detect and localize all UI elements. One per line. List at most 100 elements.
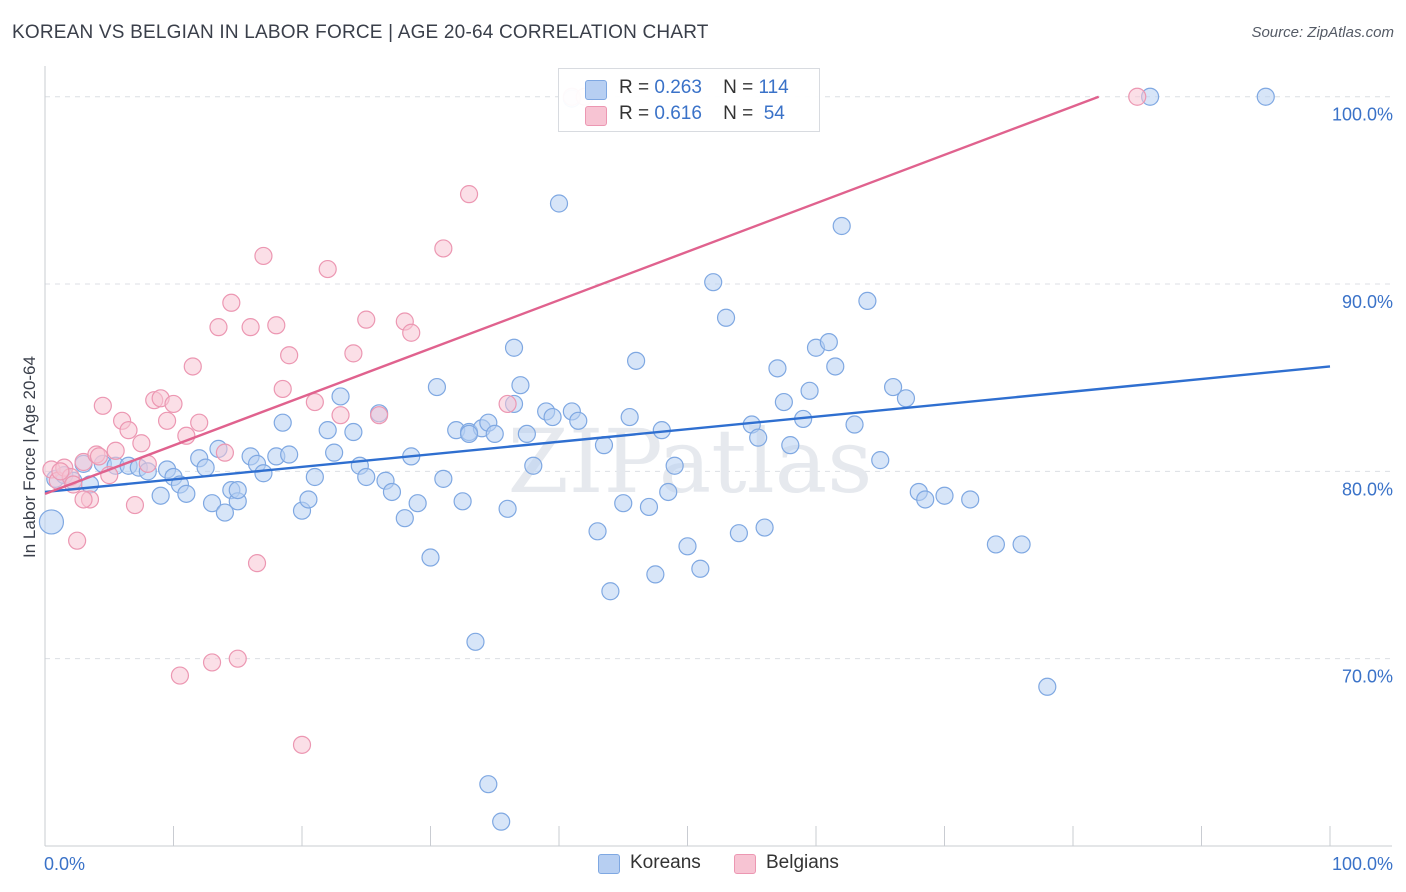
- belgian-point: [434, 239, 453, 258]
- belgian-trend-line: [44, 95, 1100, 495]
- belgian-point: [222, 293, 241, 312]
- korean-point: [325, 443, 344, 462]
- koreans-legend-swatch: [598, 854, 620, 874]
- belgian-point: [228, 649, 247, 668]
- korean-point: [331, 387, 350, 406]
- legend-n-label: N =: [723, 77, 754, 98]
- belgian-point: [74, 490, 93, 509]
- legend-n-label: N =: [723, 103, 754, 124]
- korean-point: [318, 421, 337, 440]
- korean-point: [459, 424, 479, 444]
- korean-point: [395, 509, 414, 528]
- korean-point: [819, 333, 838, 352]
- legend-r-label: R =: [619, 103, 650, 124]
- belgian-point: [132, 434, 151, 453]
- belgian-point: [459, 185, 479, 204]
- korean-point: [202, 494, 222, 513]
- belgian-point: [119, 421, 138, 440]
- korean-point: [299, 490, 318, 509]
- korean-point: [961, 490, 980, 509]
- belgian-point: [183, 357, 202, 376]
- korean-point: [543, 407, 562, 427]
- trend-layer: [44, 95, 1331, 495]
- belgian-point: [273, 379, 292, 399]
- belgian-point: [247, 554, 267, 573]
- legend-n-value: 114: [758, 77, 789, 98]
- axis-layer: 0.0% 100.0%: [44, 66, 1393, 874]
- korean-point: [704, 273, 723, 292]
- point-layer: [38, 87, 1275, 831]
- korean-point: [626, 351, 646, 370]
- korean-point: [177, 484, 196, 503]
- korean-point: [749, 428, 768, 447]
- korean-point: [678, 537, 697, 556]
- korean-point: [466, 632, 485, 651]
- belgian-point: [280, 346, 299, 365]
- korean-point: [665, 456, 684, 475]
- belgian-point: [254, 246, 273, 266]
- korean-point: [517, 424, 536, 444]
- korean-point: [280, 445, 299, 464]
- korean-point: [716, 308, 736, 327]
- y-tick-label: 100.0%: [1332, 105, 1393, 125]
- korean-point: [151, 486, 170, 505]
- korean-point: [485, 424, 504, 444]
- belgian-point: [51, 462, 70, 481]
- y-tick-label: 90.0%: [1342, 292, 1393, 312]
- korean-point: [845, 415, 864, 434]
- y-axis-label: In Labor Force | Age 20-64: [20, 356, 39, 558]
- korean-point: [729, 524, 749, 543]
- belgian-point: [215, 443, 234, 462]
- y-tick-label: 80.0%: [1342, 479, 1393, 499]
- korean-point: [357, 467, 376, 487]
- korean-point: [382, 482, 402, 502]
- korean-point: [38, 509, 65, 535]
- korean-point: [883, 377, 903, 397]
- korean-point: [691, 559, 710, 578]
- korean-point: [254, 464, 273, 483]
- korean-point: [800, 381, 819, 400]
- legend-r-value: 0.263: [654, 77, 702, 98]
- belgian-point: [370, 406, 389, 425]
- korean-point: [935, 486, 954, 505]
- korean-point: [427, 377, 447, 397]
- korean-point: [196, 458, 215, 477]
- korean-point: [305, 467, 324, 487]
- korean-point: [601, 582, 620, 601]
- belgian-point: [125, 495, 145, 515]
- korean-point: [273, 413, 292, 432]
- korean-point: [768, 359, 787, 378]
- chart-source: Source: ZipAtlas.com: [1251, 24, 1394, 41]
- korean-point: [639, 497, 659, 517]
- korean-point: [569, 411, 588, 430]
- korean-point: [755, 518, 774, 537]
- y-tick-label: 70.0%: [1342, 667, 1393, 687]
- korean-point: [781, 436, 800, 455]
- belgian-point: [1128, 87, 1147, 106]
- koreans-swatch: [585, 80, 607, 100]
- belgian-point: [164, 394, 183, 414]
- korean-point: [215, 503, 234, 522]
- korean-point: [594, 436, 614, 455]
- belgian-point: [89, 447, 109, 466]
- x-tick-label: 0.0%: [44, 854, 85, 874]
- legend-r-value: 0.616: [654, 103, 702, 124]
- korean-point: [511, 376, 530, 395]
- korean-point: [549, 194, 569, 213]
- belgians-legend-swatch: [734, 854, 756, 874]
- belgian-point: [93, 396, 112, 415]
- korean-point: [614, 494, 633, 513]
- belgian-point: [106, 441, 125, 460]
- belgian-point: [157, 411, 177, 430]
- belgian-point: [318, 259, 337, 279]
- belgian-point: [170, 666, 190, 685]
- x-tick-label: 100.0%: [1332, 854, 1393, 874]
- korean-point: [524, 456, 543, 475]
- koreans-legend-label: Koreans: [630, 852, 701, 873]
- korean-point: [832, 216, 851, 236]
- korean-point: [646, 565, 665, 584]
- legend-r-label: R =: [619, 77, 650, 98]
- korean-point: [421, 548, 440, 567]
- korean-point: [986, 535, 1006, 554]
